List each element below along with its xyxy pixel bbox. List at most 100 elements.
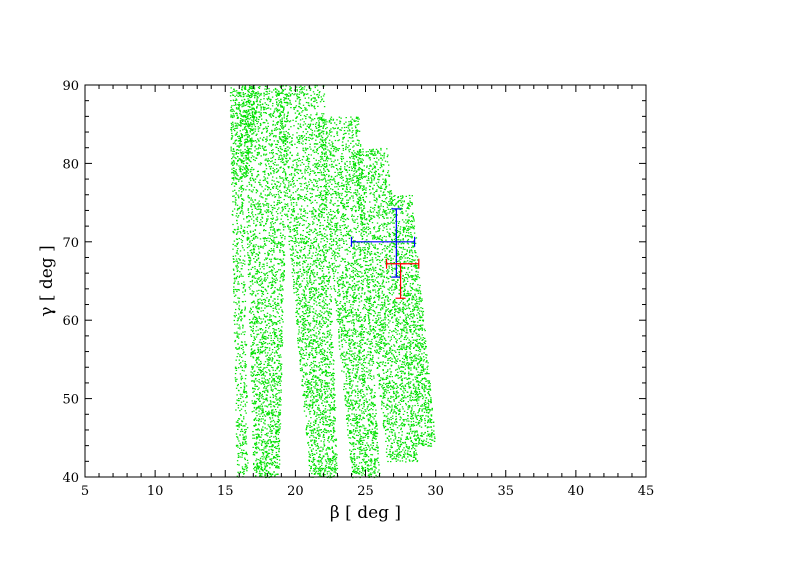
scatter-point <box>318 97 320 99</box>
scatter-point <box>279 384 282 386</box>
scatter-point <box>248 164 250 167</box>
scatter-point <box>235 444 238 446</box>
scatter-point <box>236 243 238 246</box>
scatter-point <box>304 323 307 326</box>
scatter-point <box>258 301 260 303</box>
scatter-point <box>306 114 308 116</box>
scatter-point <box>296 294 298 296</box>
scatter-point <box>319 325 321 327</box>
scatter-point <box>306 307 309 309</box>
scatter-point <box>250 92 252 95</box>
scatter-point <box>236 238 239 240</box>
scatter-point <box>270 448 272 450</box>
scatter-point <box>273 129 276 131</box>
scatter-point <box>311 353 313 355</box>
scatter-point <box>248 221 250 223</box>
scatter-point <box>319 388 322 390</box>
scatter-point <box>263 461 266 463</box>
scatter-point <box>257 420 260 422</box>
scatter-point <box>244 151 246 153</box>
scatter-point <box>256 451 258 453</box>
scatter-point <box>264 381 266 383</box>
scatter-point <box>282 276 285 278</box>
scatter-point <box>305 400 307 402</box>
scatter-point <box>309 329 312 331</box>
scatter-point <box>312 137 314 139</box>
scatter-point <box>307 123 310 125</box>
scatter-point <box>301 280 304 282</box>
scatter-point <box>242 230 244 233</box>
scatter-point <box>239 255 242 257</box>
scatter-point <box>256 111 258 113</box>
scatter-point <box>279 423 282 425</box>
scatter-point <box>275 304 277 306</box>
scatter-point <box>249 178 251 180</box>
scatter-point <box>262 310 264 312</box>
scatter-point <box>243 199 245 201</box>
scatter-point <box>253 323 255 325</box>
scatter-point <box>270 411 273 413</box>
scatter-point <box>289 94 292 96</box>
scatter-point <box>306 312 308 314</box>
scatter-point <box>237 407 240 409</box>
scatter-point <box>264 371 267 373</box>
scatter-point <box>261 434 263 436</box>
scatter-point <box>275 447 277 449</box>
scatter-point <box>330 296 333 298</box>
scatter-point <box>248 159 250 161</box>
scatter-point <box>242 174 244 176</box>
scatter-point <box>242 92 244 94</box>
scatter-point <box>268 193 271 195</box>
scatter-point <box>254 110 256 112</box>
scatter-point <box>296 227 299 229</box>
scatter-point <box>252 434 254 436</box>
scatter-point <box>313 303 315 305</box>
scatter-point <box>250 100 252 102</box>
scatter-point <box>258 153 260 155</box>
scatter-point <box>332 450 334 452</box>
scatter-point <box>314 453 316 456</box>
scatter-point <box>285 121 288 123</box>
scatter-point <box>270 340 272 342</box>
scatter-point <box>296 147 298 149</box>
scatter-point <box>305 256 307 258</box>
scatter-point <box>271 150 273 152</box>
scatter-point <box>252 391 254 393</box>
scatter-point <box>275 398 277 400</box>
scatter-point <box>278 186 281 188</box>
scatter-point <box>323 360 325 362</box>
scatter-point <box>309 447 311 449</box>
scatter-point <box>271 286 273 288</box>
scatter-point <box>280 380 282 382</box>
scatter-point <box>312 290 314 292</box>
scatter-point <box>261 221 263 223</box>
scatter-point <box>254 97 256 99</box>
scatter-point <box>281 332 283 334</box>
scatter-point <box>256 107 258 109</box>
scatter-point <box>317 153 319 155</box>
scatter-point <box>240 423 242 425</box>
scatter-point <box>313 246 315 248</box>
scatter-point <box>279 413 281 415</box>
scatter-point <box>278 109 280 111</box>
scatter-point <box>317 245 319 247</box>
scatter-point <box>263 204 265 206</box>
scatter-point <box>327 347 329 349</box>
scatter-point <box>278 155 280 157</box>
scatter-point <box>315 310 317 312</box>
scatter-point <box>277 121 279 123</box>
scatter-point <box>305 352 308 354</box>
scatter-point <box>306 158 309 160</box>
scatter-point <box>311 454 314 456</box>
scatter-point <box>308 460 311 462</box>
scatter-point <box>251 199 254 201</box>
scatter-point <box>258 317 261 319</box>
scatter-point <box>281 89 284 91</box>
scatter-point <box>265 273 267 275</box>
scatter-point <box>263 274 266 276</box>
scatter-point <box>271 357 273 359</box>
scatter-point <box>242 349 244 351</box>
scatter-point <box>235 215 237 217</box>
scatter-point <box>268 382 270 384</box>
scatter-point <box>278 465 280 468</box>
